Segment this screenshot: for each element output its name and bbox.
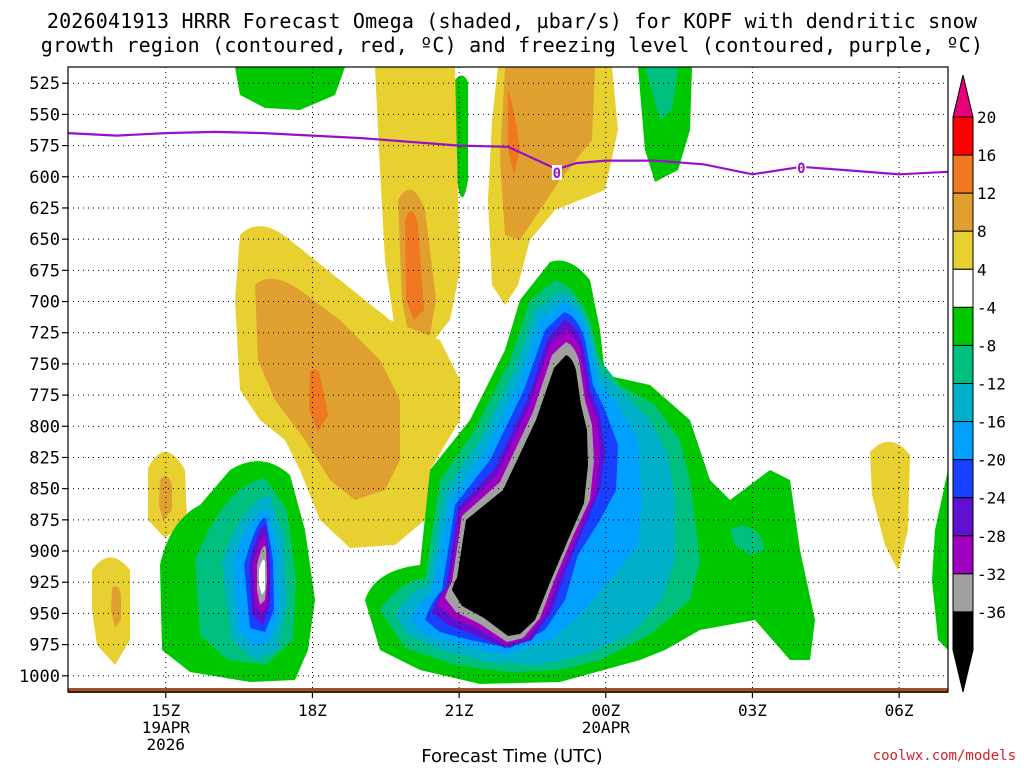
y-tick-label: 600 (29, 168, 60, 188)
y-tick-label: 650 (29, 230, 60, 250)
colorbar-swatch (952, 154, 974, 194)
omega-region-upper-right-orange (500, 67, 595, 240)
colorbar-swatch (952, 497, 974, 537)
y-tick-label: 525 (29, 74, 60, 94)
colorbar-label: -20 (977, 451, 1006, 470)
colorbar-label: -32 (977, 565, 1006, 584)
omega-region-left-orange (255, 278, 400, 500)
omega-region-top-left-green (235, 67, 345, 110)
colorbar-swatch (952, 268, 974, 308)
x-tick-label: 18Z (298, 701, 327, 720)
x-tick-sublabel: 19APR (142, 718, 191, 737)
terrain-strip (68, 688, 948, 693)
x-tick-label: 03Z (738, 701, 767, 720)
y-tick-label: 725 (29, 324, 60, 344)
y-tick-label: 875 (29, 511, 60, 531)
colorbar-label: -28 (977, 527, 1006, 546)
y-tick-label: 625 (29, 199, 60, 219)
colorbar-swatch (952, 421, 974, 461)
colorbar-label: 4 (977, 260, 987, 279)
omega-region-small-yellow-2 (92, 557, 130, 665)
y-tick-label: 675 (29, 261, 60, 281)
colorbar-swatch (952, 116, 974, 156)
colorbar-top-arrow (952, 74, 974, 118)
x-tick-label: 15Z (151, 701, 180, 720)
y-tick-label: 575 (29, 137, 60, 157)
omega-region-upper-center-dark-orange (405, 211, 424, 320)
y-axis: 525 550 575 600 625 650 675 700 725 750 775 800 825 8… (19, 74, 68, 687)
y-tick-label: 825 (29, 448, 60, 468)
colorbar-swatch (952, 230, 974, 270)
omega-shading (92, 67, 948, 684)
omega-region-top-right-teal (645, 67, 678, 120)
y-tick-label: 750 (29, 355, 60, 375)
freezing-level-label: 0 (553, 166, 561, 182)
y-tick-label: 950 (29, 604, 60, 624)
omega-region-top-right-green (638, 67, 692, 182)
x-tick-sublabel: 20APR (582, 718, 631, 737)
colorbar-swatch (952, 344, 974, 384)
colorbar-label: 8 (977, 222, 987, 241)
y-tick-label: 900 (29, 542, 60, 562)
omega-region-right-edge-green (932, 470, 948, 650)
omega-region-left-ascent-white (259, 559, 265, 595)
grid-lines (68, 67, 948, 692)
freezing-level-label-bg (551, 165, 562, 181)
y-tick-label: 800 (29, 417, 60, 437)
colorbar-label: 12 (977, 184, 996, 203)
colorbar-swatch (952, 306, 974, 346)
omega-region-top-mid-green (455, 75, 468, 198)
chart-title-line-1: 2026041913 HRRR Forecast Omega (shaded, … (46, 9, 978, 33)
plot-frame (67, 66, 949, 693)
y-tick-label: 700 (29, 293, 60, 313)
y-tick-label: 975 (29, 636, 60, 656)
x-axis-title: Forecast Time (UTC) (421, 746, 603, 767)
colorbar-label: -8 (977, 336, 996, 355)
credit-text: coolwx.com/models (872, 748, 1016, 764)
colorbar-swatch (952, 383, 974, 423)
colorbar-swatch (952, 611, 974, 651)
colorbar-swatch (952, 192, 974, 232)
chart-title-line-2: growth region (contoured, red, ºC) and f… (40, 33, 984, 57)
y-tick-label: 1000 (19, 667, 60, 687)
x-tick-sublabel: 2026 (147, 735, 186, 754)
colorbar-label: -16 (977, 413, 1006, 432)
x-tick-label: 00Z (591, 701, 620, 720)
omega-region-small-orange-2 (111, 586, 121, 628)
colorbar-swatch (952, 459, 974, 499)
freezing-level-line (68, 130, 948, 176)
colorbar-label: -4 (977, 298, 996, 317)
colorbar-label: 20 (977, 108, 996, 127)
omega-region-main-ascent-black (452, 355, 588, 636)
colorbar-bottom-arrow (952, 649, 974, 693)
y-tick-label: 550 (29, 105, 60, 125)
colorbar-swatch (952, 573, 974, 613)
colorbar-label: -12 (977, 375, 1006, 394)
y-tick-label: 775 (29, 386, 60, 406)
colorbar-swatch (952, 535, 974, 575)
colorbar-label: 16 (977, 146, 996, 165)
omega-region-right-teal-patch (730, 526, 765, 555)
x-tick-label: 21Z (445, 701, 474, 720)
x-tick-label: 06Z (885, 701, 914, 720)
y-tick-label: 925 (29, 573, 60, 593)
y-tick-label: 850 (29, 480, 60, 500)
freezing-level-label-bg (796, 160, 807, 176)
colorbar-label: -24 (977, 489, 1006, 508)
colorbar-label: -36 (977, 603, 1006, 622)
omega-region-left-dark-orange (309, 369, 328, 432)
freezing-level-label: 0 (797, 161, 805, 177)
omega-region-upper-right-dark-orange (508, 90, 520, 175)
colorbar: 20 16 12 8 4 -4 -8 -12 -16 -20 -24 -28 -32 -36 (952, 74, 1006, 693)
omega-region-right-yellow (870, 441, 910, 570)
